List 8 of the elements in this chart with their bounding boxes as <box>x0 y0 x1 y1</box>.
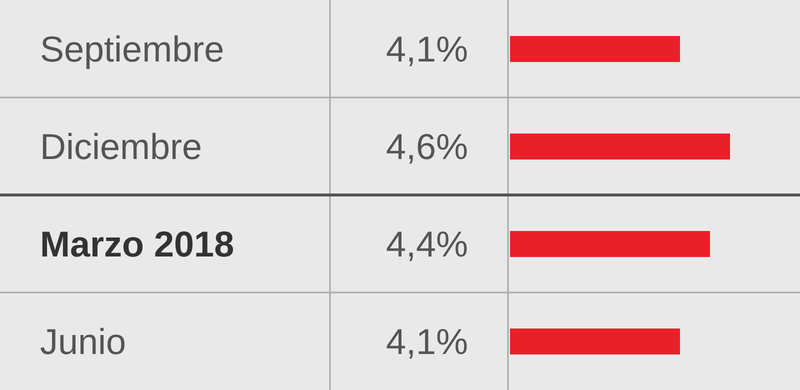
data-label: 4,4% <box>386 224 468 265</box>
data-label: 4,1% <box>386 28 468 70</box>
y-tick-label: Septiembre <box>40 28 224 70</box>
y-tick-label: Diciembre <box>40 126 202 167</box>
y-tick-label: Marzo 2018 <box>40 223 234 264</box>
y-tick-label: Junio <box>40 320 126 362</box>
data-label: 4,6% <box>386 126 468 168</box>
data-label: 4,1% <box>386 321 468 362</box>
